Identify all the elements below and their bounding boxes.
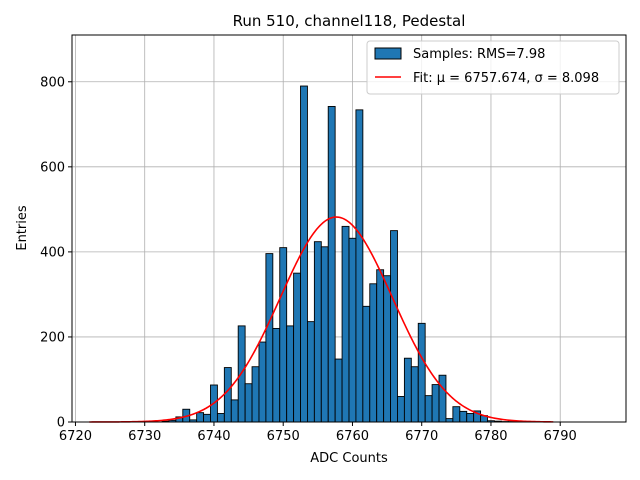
y-tick-label: 600 <box>40 160 65 175</box>
legend-box <box>366 40 620 95</box>
histogram-bar <box>244 383 253 423</box>
histogram-bar <box>355 109 364 423</box>
y-tick-label: 200 <box>40 330 65 345</box>
histogram-bar <box>383 275 391 423</box>
histogram-bar <box>327 105 336 423</box>
legend-swatch-samples <box>374 47 402 60</box>
plot-frame <box>71 34 627 423</box>
histogram-bar <box>293 272 301 423</box>
histogram-bar <box>445 418 454 423</box>
histogram-bar <box>348 237 357 423</box>
histogram-bar <box>397 396 405 423</box>
x-tick-label: 6740 <box>197 429 230 444</box>
histogram-bar <box>216 413 225 423</box>
histogram-bar <box>403 357 412 423</box>
histogram-bar <box>431 384 440 423</box>
y-tick-label: 0 <box>57 416 65 431</box>
y-tick-label: 800 <box>40 75 65 90</box>
histogram-bar <box>230 399 239 423</box>
histogram-bar <box>466 413 475 423</box>
histogram-bar <box>362 305 371 423</box>
x-tick-label: 6720 <box>59 429 92 444</box>
x-tick-label: 6770 <box>405 429 438 444</box>
gaussian-fit <box>89 216 554 423</box>
y-axis-ticks: 0 200 400 600 800 <box>40 75 72 431</box>
x-axis-label: ADC Counts <box>310 451 388 466</box>
histogram-bar <box>320 246 329 423</box>
histogram-bar <box>286 325 295 423</box>
histogram-bar <box>390 230 398 423</box>
histogram-bar <box>203 413 211 423</box>
histogram-bar <box>424 395 433 423</box>
x-tick-label: 6750 <box>267 429 300 444</box>
histogram-bar <box>251 366 260 423</box>
histogram-bar <box>369 283 378 423</box>
histogram-bar <box>376 269 385 423</box>
histogram-bar <box>279 247 288 423</box>
x-tick-label: 6760 <box>336 429 369 444</box>
histogram-bar <box>313 241 322 423</box>
histogram-bar <box>417 322 426 423</box>
histogram-bar <box>459 410 468 423</box>
histogram-bar <box>334 358 343 423</box>
histogram-bar <box>223 367 232 423</box>
x-tick-label: 6780 <box>474 429 507 444</box>
histogram-bar <box>341 225 350 423</box>
y-tick-label: 400 <box>40 245 65 260</box>
x-tick-label: 6790 <box>544 429 577 444</box>
histogram-bar <box>438 374 447 423</box>
histogram-bar <box>265 253 274 423</box>
histogram-bar <box>452 406 461 423</box>
x-tick-label: 6730 <box>128 429 161 444</box>
y-axis-label: Entries <box>15 205 30 251</box>
x-axis-ticks: 6720 6730 6740 6750 6760 6770 6780 6790 <box>59 422 577 444</box>
histogram-bars <box>161 85 516 423</box>
legend: Samples: RMS=7.98 Fit: μ = 6757.674, σ =… <box>366 40 620 95</box>
fit-curve <box>89 216 554 423</box>
chart-title: Run 510, channel118, Pedestal <box>233 12 466 30</box>
histogram-bar <box>307 321 315 423</box>
histogram-bar <box>258 341 267 423</box>
histogram-bar <box>272 327 281 423</box>
histogram-bar <box>196 412 205 423</box>
histogram-bar <box>410 366 419 423</box>
legend-label-samples: Samples: RMS=7.98 <box>413 47 545 62</box>
legend-label-fit: Fit: μ = 6757.674, σ = 8.098 <box>413 71 599 86</box>
